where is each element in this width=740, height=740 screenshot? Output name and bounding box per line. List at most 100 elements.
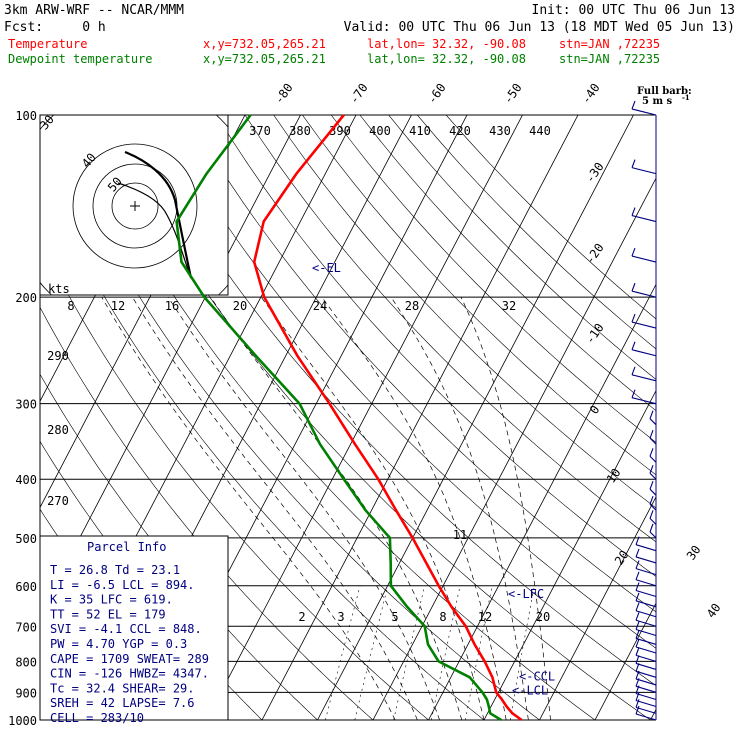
wind-barb-shaft (631, 215, 657, 223)
pressure-tick-label: 500 (15, 532, 37, 546)
isotherm-label: 20 (612, 548, 632, 568)
pressure-tick-label: 400 (15, 473, 37, 487)
parcel-info-row: K = 35 LFC = 619. (50, 593, 173, 607)
dry-adiabat (129, 115, 656, 686)
parcel-info-row: LI = -6.5 LCL = 894. (50, 578, 195, 592)
wind-barb-shaft (635, 556, 657, 564)
dry-adiabat (330, 115, 656, 443)
model-title: 3km ARW-WRF -- NCAR/MMM (4, 3, 184, 18)
mixing-ratio-label: 2 (298, 610, 305, 624)
dry-adiabat (101, 115, 651, 720)
dry-adiabat (359, 115, 656, 412)
pressure-tick-label: 200 (15, 291, 37, 305)
wind-barb-shaft (635, 610, 657, 618)
wind-barb-flag (635, 602, 640, 611)
theta-label: 420 (449, 124, 471, 138)
wind-barb-flag (635, 536, 640, 545)
theta-left-label: 280 (47, 423, 69, 437)
init-time: Init: 00 UTC Thu 06 Jun 13 (532, 3, 736, 18)
wind-barb-flag (631, 282, 636, 292)
dry-adiabat (43, 115, 540, 720)
hodograph-scale-label: 28 (405, 299, 419, 313)
forecast-hour: Fcst: 0 h (4, 20, 106, 35)
wind-barb-shaft (649, 437, 657, 445)
wind-barb-shaft (635, 600, 657, 608)
wind-barb-shaft (649, 518, 657, 525)
dry-adiabat (40, 172, 485, 720)
hodograph-scale-label: 32 (502, 299, 516, 313)
wind-barb-shaft (649, 455, 657, 463)
isotherm (261, 115, 579, 720)
pressure-tick-label: 300 (15, 398, 37, 412)
parcel-info-row: Tc = 32.4 SHEAR= 29. (50, 681, 195, 695)
wind-barb-flag (649, 429, 654, 439)
dry-adiabat (244, 115, 656, 543)
dry-adiabat (72, 115, 596, 720)
mixing-ratio-line (465, 585, 493, 720)
wind-barb-flag (631, 366, 636, 375)
wind-barb-shaft (649, 488, 657, 496)
wind-barb-flag (631, 207, 636, 216)
wind-barb-flag (631, 100, 636, 110)
pressure-tick-label: 1000 (8, 714, 37, 728)
theta-label: 370 (249, 124, 271, 138)
hodograph-trace-secondary (117, 182, 189, 271)
wind-barb-shaft (635, 589, 657, 598)
wind-barb-flag (635, 582, 640, 591)
temperature-legend: Temperature (8, 37, 87, 51)
temperature-trace (252, 114, 523, 722)
annotation-label: <-EL (312, 261, 341, 275)
annotation-label: <-CCL (519, 670, 555, 684)
wind-barb-shaft (635, 678, 657, 686)
parcel-info-row: PW = 4.70 YGP = 0.3 (50, 637, 187, 651)
theta-left-label: 290 (47, 349, 69, 363)
theta-label: 380 (289, 124, 311, 138)
theta-left-label: 270 (47, 494, 69, 508)
moist-adiabat (321, 296, 507, 720)
wind-barb-flag (649, 523, 654, 533)
wind-barb-flag (635, 612, 640, 621)
dewpoint-xy: x,y=732.05,265.21 (203, 52, 326, 66)
wind-barb-flag (635, 560, 640, 569)
hodograph-scale-label: 8 (67, 299, 74, 313)
wind-barb-flag (649, 465, 654, 474)
isotherm (317, 115, 634, 720)
isotherm (650, 708, 656, 720)
theta-label: 430 (489, 124, 511, 138)
full-barb-exponent: -1 (682, 93, 690, 102)
wind-barb-shaft (631, 290, 657, 298)
dry-adiabat (273, 115, 656, 509)
dry-adiabat (40, 239, 429, 720)
dewpoint-trace (175, 114, 502, 722)
mixing-ratio-label: 5 (391, 610, 398, 624)
isotherm-label: 0 (587, 403, 603, 417)
isotherm-label: 30 (684, 543, 704, 563)
isotherm (706, 115, 740, 720)
isotherm (206, 115, 523, 720)
hodograph-scale-label: 16 (165, 299, 179, 313)
parcel-info-title: Parcel Info (87, 540, 166, 554)
wind-barb-shaft (635, 637, 657, 645)
annotation-label: <-LFC (508, 587, 544, 601)
wind-barb-flag (635, 630, 640, 639)
wind-barb-shaft (635, 692, 657, 701)
theta-label: 440 (529, 124, 551, 138)
isotherm-label: -20 (583, 241, 607, 267)
wind-barb-shaft (635, 579, 657, 587)
parcel-info-row: CAPE = 1709 SWEAT= 289 (50, 652, 209, 666)
wind-barb-flag (631, 341, 636, 350)
wind-barb-shaft (635, 699, 657, 708)
moist-adiabat (210, 296, 463, 720)
wind-barb-shaft (635, 654, 657, 662)
isotherm (372, 177, 656, 720)
wind-barb-shaft (635, 568, 657, 576)
mixing-ratio-label: 3 (337, 610, 344, 624)
wind-barb-flag (635, 705, 640, 715)
moist-adiabat (390, 296, 529, 720)
wind-barb-shaft (649, 531, 657, 539)
wind-barb-flag (635, 647, 640, 656)
wind-barb-flag (635, 571, 640, 580)
temperature-latlon: lat,lon= 32.32, -90.08 (367, 37, 526, 51)
isotherm (483, 389, 656, 720)
